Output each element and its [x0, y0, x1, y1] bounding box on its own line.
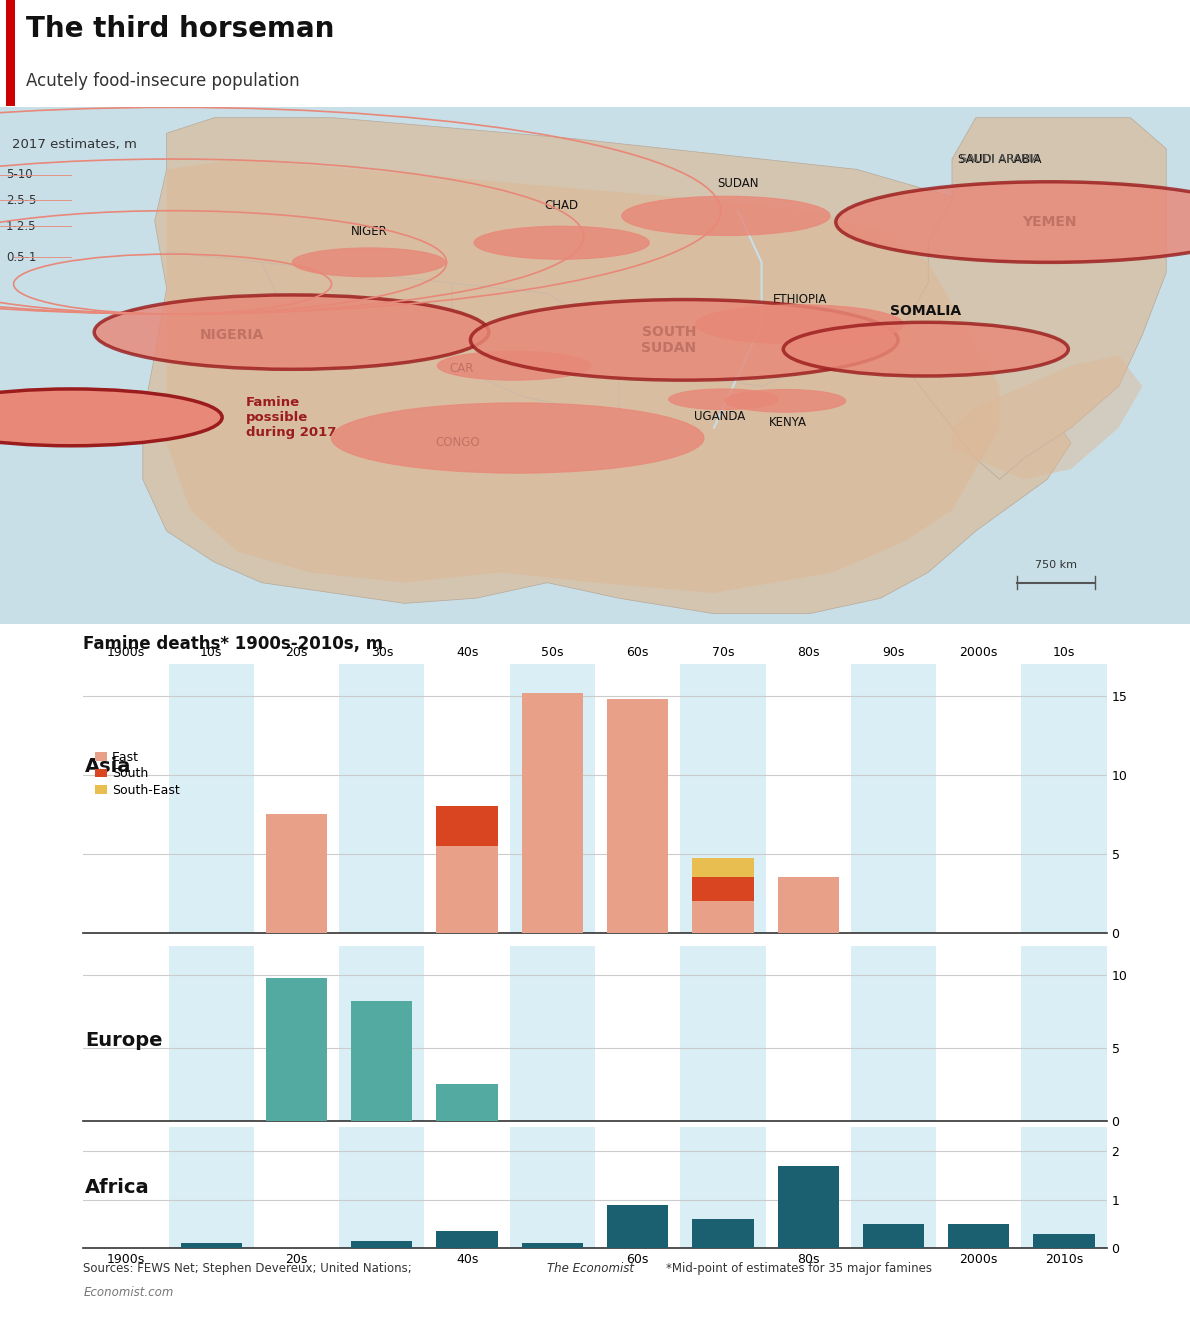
Text: CAR: CAR [450, 362, 474, 374]
Bar [1021, 1127, 1107, 1248]
Bar [521, 692, 583, 933]
Bar [1021, 946, 1107, 1121]
Ellipse shape [438, 352, 590, 380]
Text: 5-10: 5-10 [6, 168, 32, 181]
Text: Economist.com: Economist.com [83, 1286, 174, 1299]
Ellipse shape [474, 227, 650, 259]
Bar [509, 946, 595, 1121]
Bar [693, 878, 753, 900]
Bar [1021, 664, 1107, 933]
Bar [607, 699, 669, 933]
Text: Africa: Africa [84, 1178, 150, 1197]
Text: NIGER: NIGER [351, 225, 387, 238]
Bar [339, 664, 425, 933]
Bar [169, 664, 253, 933]
Text: Famine deaths* 1900s-2010s, m: Famine deaths* 1900s-2010s, m [83, 635, 383, 654]
Text: Asia: Asia [84, 757, 131, 777]
Polygon shape [143, 118, 1071, 613]
Text: SAUDI ARABIA: SAUDI ARABIA [960, 154, 1039, 164]
Bar [851, 946, 937, 1121]
Text: UGANDA: UGANDA [694, 409, 746, 423]
Legend: East, South, South-East: East, South, South-East [89, 746, 184, 803]
Text: 2017 estimates, m: 2017 estimates, m [12, 138, 137, 152]
Text: SOUTH
SUDAN: SOUTH SUDAN [641, 325, 696, 356]
Ellipse shape [331, 403, 704, 474]
Text: Acutely food-insecure population: Acutely food-insecure population [26, 72, 300, 90]
Polygon shape [952, 356, 1142, 479]
Text: *Mid-point of estimates for 35 major famines: *Mid-point of estimates for 35 major fam… [666, 1261, 933, 1275]
Text: 750 km: 750 km [1035, 560, 1077, 570]
Ellipse shape [470, 299, 898, 380]
Bar [681, 664, 765, 933]
Bar [6, 0, 15, 106]
Bar [437, 807, 497, 845]
Text: NIGERIA: NIGERIA [200, 327, 264, 342]
Ellipse shape [0, 389, 223, 446]
Bar [509, 1127, 595, 1248]
Bar [948, 1224, 1009, 1248]
Bar [693, 859, 753, 878]
Ellipse shape [669, 389, 778, 409]
Bar [777, 878, 839, 933]
Ellipse shape [725, 389, 846, 412]
Bar [509, 664, 595, 933]
Bar [351, 1241, 413, 1248]
Text: YEMEN: YEMEN [1022, 215, 1077, 229]
Bar [693, 900, 753, 933]
Bar [851, 664, 937, 933]
Bar [339, 1127, 425, 1248]
Text: 2.5-5: 2.5-5 [6, 193, 37, 207]
Bar [693, 1219, 753, 1248]
Text: Famine
possible
during 2017: Famine possible during 2017 [246, 396, 337, 439]
Text: SAUDI ARABIA: SAUDI ARABIA [958, 153, 1041, 165]
Text: ETHIOPIA: ETHIOPIA [772, 293, 827, 306]
Bar [851, 1127, 937, 1248]
Text: CHAD: CHAD [545, 199, 578, 212]
Text: SUDAN: SUDAN [718, 177, 758, 191]
Bar [681, 946, 765, 1121]
Bar [521, 1243, 583, 1248]
Polygon shape [904, 118, 1166, 479]
Text: CONGO: CONGO [436, 436, 481, 448]
Text: The third horseman: The third horseman [26, 15, 334, 43]
Bar [265, 815, 327, 933]
Polygon shape [167, 158, 1000, 593]
Bar [181, 1243, 242, 1248]
Ellipse shape [835, 181, 1190, 262]
Ellipse shape [621, 196, 831, 235]
Bar [437, 1084, 497, 1121]
Ellipse shape [783, 322, 1069, 376]
Bar [863, 1224, 925, 1248]
Bar [339, 946, 425, 1121]
Bar [437, 845, 497, 933]
Bar [169, 946, 253, 1121]
Text: The Economist: The Economist [547, 1261, 634, 1275]
Text: SOMALIA: SOMALIA [890, 305, 962, 318]
Bar [169, 1127, 253, 1248]
Bar [777, 1166, 839, 1248]
Text: 0.5-1: 0.5-1 [6, 251, 37, 263]
Bar [1033, 1233, 1095, 1248]
Bar [437, 1231, 497, 1248]
Ellipse shape [94, 295, 489, 369]
Bar [681, 1127, 765, 1248]
Ellipse shape [695, 305, 904, 344]
Text: 1-2.5: 1-2.5 [6, 220, 37, 232]
Bar [607, 1205, 669, 1248]
Bar [265, 978, 327, 1121]
Bar [351, 1001, 413, 1121]
Text: KENYA: KENYA [769, 416, 807, 429]
Text: Sources: FEWS Net; Stephen Devereux; United Nations;: Sources: FEWS Net; Stephen Devereux; Uni… [83, 1261, 415, 1275]
Text: Europe: Europe [84, 1031, 163, 1049]
Ellipse shape [293, 248, 445, 276]
